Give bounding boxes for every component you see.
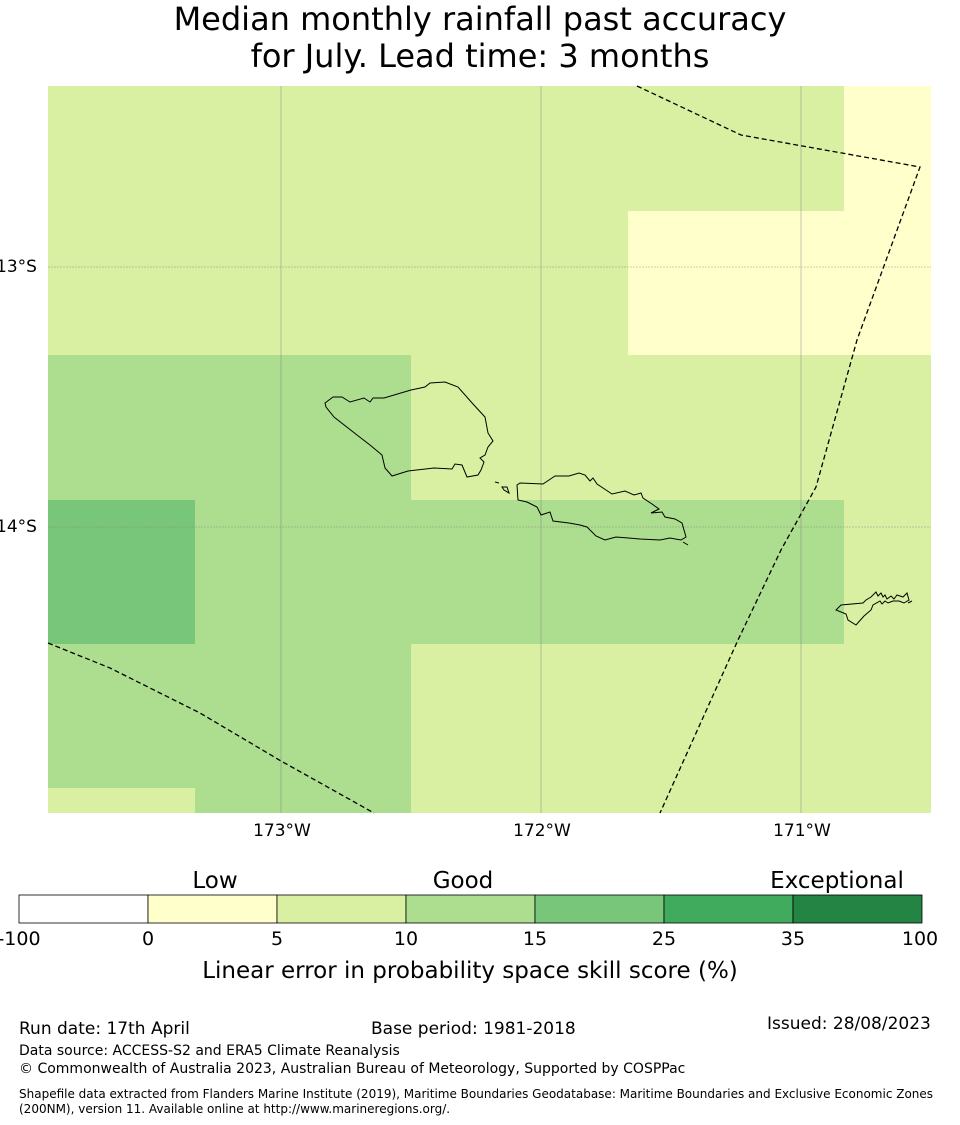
tick-label: 15 xyxy=(522,928,548,950)
eez-boundary-south-west xyxy=(47,642,375,814)
base-period: Base period: 1981-2018 xyxy=(371,1019,576,1039)
eez-boundaries xyxy=(47,85,921,814)
grid-cell xyxy=(844,86,931,211)
graticule xyxy=(48,86,931,813)
island-upolu xyxy=(516,472,687,541)
swatch-neg100-0 xyxy=(18,894,149,924)
legend-category-good: Good xyxy=(432,868,494,894)
grid-cell xyxy=(628,211,931,355)
islands xyxy=(324,381,913,626)
colorbar-caption: Linear error in probability space skill … xyxy=(202,958,738,984)
shapefile-attribution: Shapefile data extracted from Flanders M… xyxy=(19,1087,934,1116)
islet-east-tip xyxy=(682,541,689,546)
lon-label-171w: 171°W xyxy=(773,821,831,841)
grid-cell xyxy=(48,788,195,813)
tick-label: -100 xyxy=(0,928,41,950)
map-title-line-1: Median monthly rainfall past accuracy xyxy=(173,0,787,38)
lat-label-13s: 13°S xyxy=(0,257,37,277)
tick-label: 25 xyxy=(651,928,677,950)
grid-cell xyxy=(48,355,411,500)
grid-cell xyxy=(48,86,844,211)
grid-cell xyxy=(48,500,195,644)
skill-score-map xyxy=(47,85,931,814)
islet-aunuu xyxy=(907,600,913,604)
copyright-notice: © Commonwealth of Australia 2023, Austra… xyxy=(19,1061,686,1077)
grid-cell xyxy=(411,644,931,788)
lat-label-14s: 14°S xyxy=(0,517,37,537)
grid-cell xyxy=(411,355,931,500)
grid-cell xyxy=(411,788,931,813)
tick-label: 35 xyxy=(780,928,806,950)
grid-cell xyxy=(195,500,844,644)
legend-category-exceptional: Exceptional xyxy=(770,868,904,894)
island-tutuila xyxy=(835,591,910,626)
colorbar-swatches xyxy=(18,894,923,924)
skill-grid xyxy=(48,86,931,813)
swatch-10-15 xyxy=(405,894,536,924)
grid-cell xyxy=(844,500,931,644)
run-date: Run date: 17th April xyxy=(19,1019,190,1039)
island-savaii xyxy=(324,381,494,478)
map-title-line-2: for July. Lead time: 3 months xyxy=(250,37,710,75)
grid-cell xyxy=(48,211,628,355)
island-manono xyxy=(501,486,510,495)
swatch-0-5 xyxy=(147,894,278,924)
swatch-5-10 xyxy=(276,894,407,924)
swatch-35-100 xyxy=(792,894,923,924)
tick-label: 5 xyxy=(270,928,284,950)
lon-label-172w: 172°W xyxy=(513,821,571,841)
islet-apolima xyxy=(494,481,500,484)
eez-boundary-north-east xyxy=(636,85,921,814)
tick-label: 10 xyxy=(393,928,419,950)
data-source: Data source: ACCESS-S2 and ERA5 Climate … xyxy=(19,1043,400,1059)
legend-category-low: Low xyxy=(192,868,238,894)
swatch-15-25 xyxy=(534,894,665,924)
issued-date: Issued: 28/08/2023 xyxy=(767,1014,931,1034)
swatch-25-35 xyxy=(663,894,794,924)
tick-label: 0 xyxy=(141,928,155,950)
lon-label-173w: 173°W xyxy=(253,821,311,841)
grid-cell xyxy=(195,788,411,813)
tick-label: 100 xyxy=(901,928,939,950)
